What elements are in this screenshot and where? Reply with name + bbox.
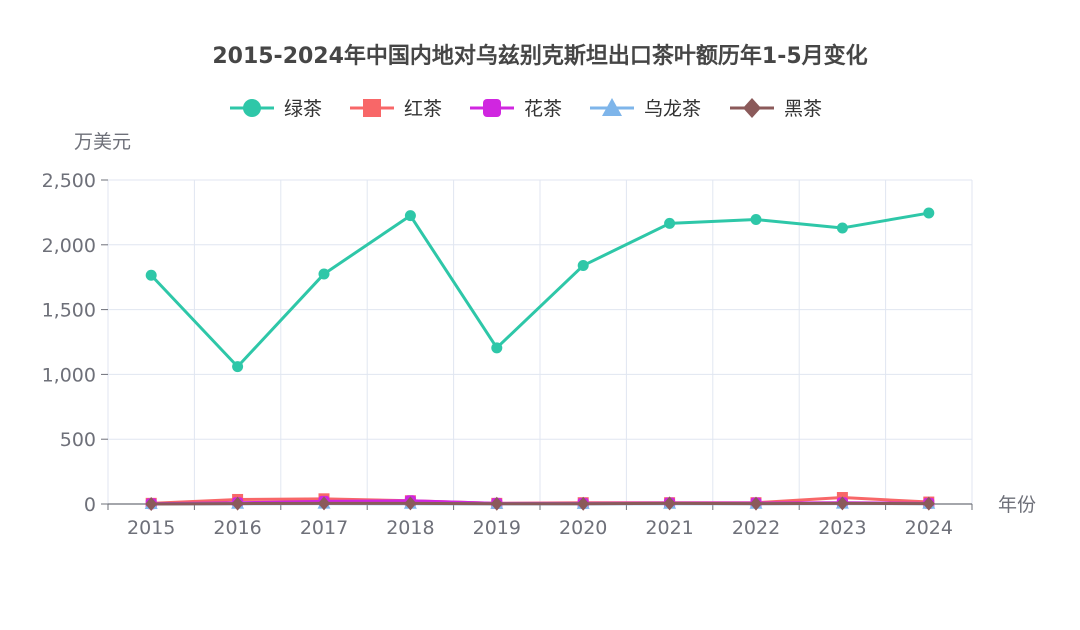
data-point: [318, 496, 330, 511]
data-point: [145, 497, 158, 511]
legend-item[interactable]: 红茶: [350, 98, 442, 120]
data-point: [663, 496, 676, 511]
x-tick-label: 2018: [386, 517, 434, 539]
y-tick-label: 2,000: [42, 235, 96, 257]
x-axis-title: 年份: [998, 494, 1036, 516]
data-point: [750, 214, 762, 226]
x-tick-label: 2020: [559, 517, 607, 539]
data-point: [923, 207, 935, 219]
x-tick-label: 2017: [300, 517, 348, 539]
legend-label: 乌龙茶: [644, 98, 701, 120]
legend-label: 红茶: [404, 98, 442, 120]
data-point: [664, 217, 676, 229]
chart-title: 2015-2024年中国内地对乌兹别克斯坦出口茶叶额历年1-5月变化: [212, 44, 868, 69]
legend: 绿茶 红茶 花茶 乌龙茶 黑茶: [230, 98, 822, 120]
data-point: [232, 361, 244, 373]
y-tick-label: 2,500: [42, 170, 96, 192]
y-tick-label: 1,000: [42, 364, 96, 386]
data-point: [231, 496, 244, 511]
data-point: [750, 496, 762, 511]
series-line: [151, 501, 929, 506]
data-point: [491, 342, 503, 354]
legend-marker: [243, 99, 261, 117]
y-tick-label: 500: [60, 429, 96, 451]
legend-marker: [483, 99, 501, 117]
x-tick-label: 2021: [645, 517, 693, 539]
x-tick-label: 2015: [127, 517, 175, 539]
legend-label: 黑茶: [784, 98, 822, 120]
data-point: [577, 260, 589, 272]
x-tick-label: 2019: [473, 517, 521, 539]
legend-label: 花茶: [524, 98, 562, 120]
data-point: [490, 496, 503, 511]
y-tick-label: 1,500: [42, 300, 96, 322]
series-4: [145, 496, 935, 511]
series-line: [150, 211, 930, 369]
legend-item[interactable]: 黑茶: [730, 98, 822, 120]
data-point: [922, 496, 935, 511]
x-tick-label: 2022: [732, 517, 780, 539]
data-point: [577, 496, 590, 511]
grid: [107, 179, 973, 504]
series-0: [145, 207, 935, 373]
legend-item[interactable]: 花茶: [470, 98, 562, 120]
series-layer: [144, 207, 936, 511]
axes: 0 500 1,000 1,500 2,000 2,500 2015 2016 2017 2018…: [42, 131, 1036, 539]
data-point: [318, 268, 330, 280]
legend-marker: [363, 99, 381, 117]
data-point: [404, 496, 417, 511]
x-tick-label: 2016: [213, 517, 261, 539]
legend-marker: [743, 98, 761, 118]
data-point: [836, 496, 849, 511]
legend-item[interactable]: 乌龙茶: [590, 98, 701, 120]
y-tick-label: 0: [84, 494, 96, 516]
y-axis-title: 万美元: [74, 131, 131, 153]
data-point: [404, 210, 416, 222]
legend-item[interactable]: 绿茶: [230, 98, 322, 120]
legend-marker: [602, 98, 622, 116]
data-point: [145, 269, 157, 281]
legend-label: 绿茶: [284, 98, 322, 120]
data-point: [836, 222, 848, 234]
x-tick-label: 2024: [905, 517, 953, 539]
x-tick-label: 2023: [818, 517, 866, 539]
